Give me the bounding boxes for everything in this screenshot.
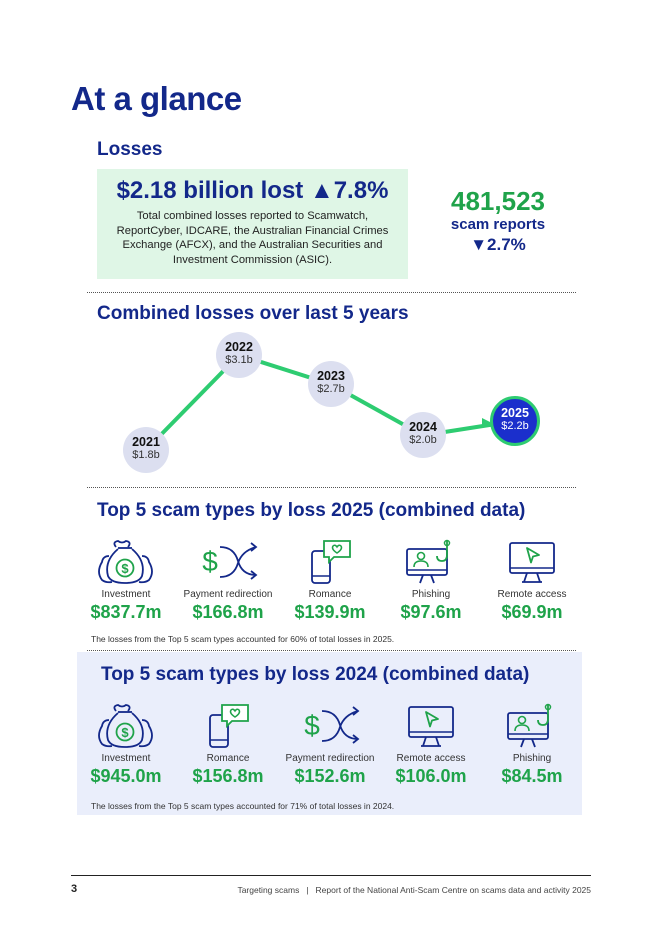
money-bags-icon xyxy=(96,539,156,585)
trend-year: 2025 xyxy=(501,406,529,420)
trend-heading: Combined losses over last 5 years xyxy=(97,303,409,324)
money-bags-icon xyxy=(96,703,156,749)
losses-description: Total combined losses reported to Scamwa… xyxy=(116,210,389,266)
losses-heading: Losses xyxy=(97,139,163,160)
trend-value: $3.1b xyxy=(225,354,253,366)
trend-point-2025: 2025 $2.2b xyxy=(490,396,540,446)
scam-type-item: Remote access $106.0m xyxy=(376,703,486,787)
scam-type-item: Romance $156.8m xyxy=(173,703,283,787)
losses-change: ▲7.8% xyxy=(309,177,389,204)
trend-year: 2021 xyxy=(132,435,160,449)
scam-type-amount: $84.5m xyxy=(501,766,563,786)
scam-type-amount: $69.9m xyxy=(501,602,563,622)
trend-value: $2.0b xyxy=(409,434,437,447)
trend-value: $1.8b xyxy=(132,449,160,461)
scam-type-amount: $156.8m xyxy=(192,766,264,786)
divider xyxy=(87,487,576,488)
trend-point-2022: 2022 $3.1b xyxy=(216,332,262,378)
scam-reports-summary: 481,523 scam reports ▼2.7% xyxy=(430,186,566,256)
trend-point-2024: 2024 $2.0b xyxy=(400,412,446,459)
page-title: At a glance xyxy=(71,80,242,117)
scam-type-item: Romance $139.9m xyxy=(275,539,385,623)
phone-heart-icon xyxy=(198,703,258,749)
phone-heart-icon xyxy=(300,539,360,585)
scam-type-amount: $139.9m xyxy=(294,602,366,622)
scam-type-item: Investment $945.0m xyxy=(71,703,181,787)
footer-rule xyxy=(71,875,591,876)
trend-point-2021: 2021 $1.8b xyxy=(123,427,169,473)
scam-type-item: Investment $837.7m xyxy=(71,539,181,623)
trend-year: 2022 xyxy=(225,340,253,354)
scam-type-name: Romance xyxy=(206,753,250,764)
top2024-heading: Top 5 scam types by loss 2024 (combined … xyxy=(101,664,530,685)
monitor-cursor-icon xyxy=(502,539,562,585)
scam-type-amount: $166.8m xyxy=(192,602,264,622)
monitor-hook-icon xyxy=(401,539,461,585)
reports-count: 481,523 xyxy=(451,186,545,216)
scam-type-item: Phishing $84.5m xyxy=(477,703,587,787)
top2025-note: The losses from the Top 5 scam types acc… xyxy=(91,634,395,644)
scam-type-name: Romance xyxy=(308,589,352,600)
losses-headline: $2.18 billion lost ▲7.8% xyxy=(97,177,408,205)
top2024-note: The losses from the Top 5 scam types acc… xyxy=(91,801,395,811)
scam-type-amount: $837.7m xyxy=(90,602,162,622)
scam-type-name: Phishing xyxy=(411,589,451,600)
scam-type-amount: $106.0m xyxy=(395,766,467,786)
reports-label: scam reports xyxy=(450,216,546,233)
scam-type-amount: $945.0m xyxy=(90,766,162,786)
trend-point-2023: 2023 $2.7b xyxy=(308,361,354,408)
trend-year: 2023 xyxy=(317,369,345,384)
footer-separator: | xyxy=(306,885,309,895)
losses-amount: $2.18 billion lost xyxy=(116,177,304,204)
divider xyxy=(87,292,576,293)
footer-text: Targeting scams | Report of the National A… xyxy=(237,885,591,895)
monitor-cursor-icon xyxy=(401,703,461,749)
top2025-heading: Top 5 scam types by loss 2025 (combined … xyxy=(97,500,526,521)
scam-type-item: Payment redirection $152.6m xyxy=(275,703,385,787)
reports-change: ▼2.7% xyxy=(470,235,526,254)
scam-type-name: Remote access xyxy=(396,753,466,764)
footer-right: Report of the National Anti-Scam Centre … xyxy=(315,885,591,895)
scam-type-name: Payment redirection xyxy=(183,589,273,600)
scam-type-name: Remote access xyxy=(497,589,567,600)
trend-year: 2024 xyxy=(409,420,437,435)
scam-type-amount: $97.6m xyxy=(400,602,462,622)
monitor-hook-icon xyxy=(502,703,562,749)
scam-type-item: Remote access $69.9m xyxy=(477,539,587,623)
scam-type-item: Payment redirection $166.8m xyxy=(173,539,283,623)
redirect-arrows-icon xyxy=(198,539,258,585)
trend-value: $2.2b xyxy=(501,420,529,432)
trend-value: $2.7b xyxy=(317,383,345,396)
scam-type-item: Phishing $97.6m xyxy=(376,539,486,623)
divider xyxy=(87,650,576,651)
scam-type-name: Investment xyxy=(101,753,151,764)
trend-arrowhead xyxy=(482,418,492,428)
top2024-box xyxy=(77,652,582,815)
scam-type-name: Phishing xyxy=(512,753,552,764)
scam-type-name: Investment xyxy=(101,589,151,600)
scam-type-name: Payment redirection xyxy=(285,753,375,764)
losses-summary-box: $2.18 billion lost ▲7.8% Total combined … xyxy=(97,169,408,279)
page-number: 3 xyxy=(71,883,78,895)
footer-left: Targeting scams xyxy=(237,885,300,895)
scam-type-amount: $152.6m xyxy=(294,766,366,786)
redirect-arrows-icon xyxy=(300,703,360,749)
